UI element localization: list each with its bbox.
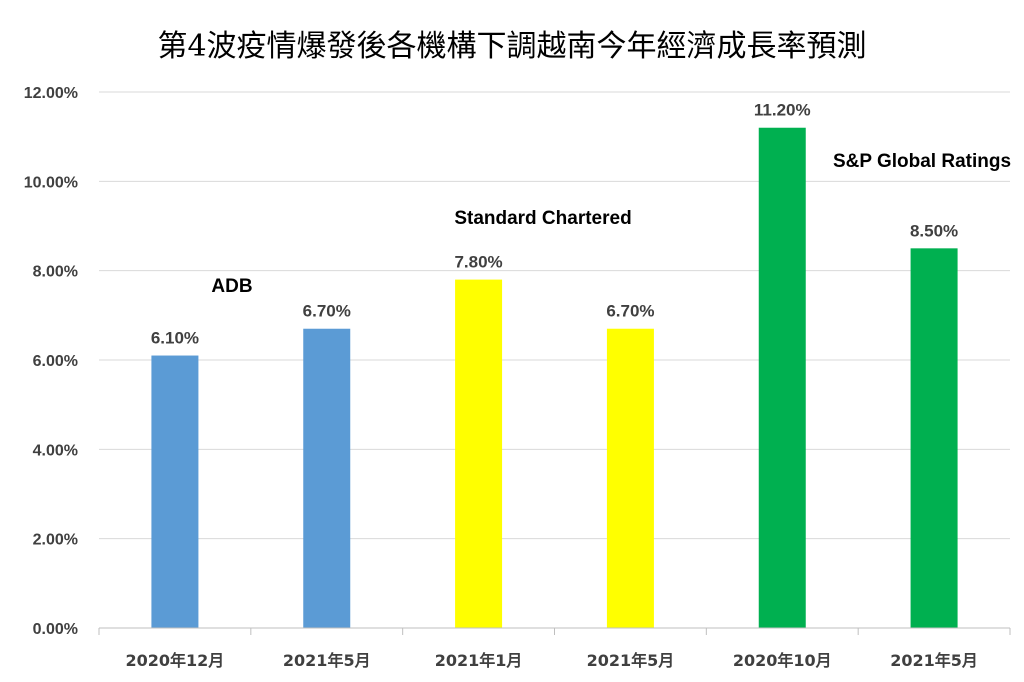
- data-labels: 6.10% 6.70% 7.80% 6.70% 11.20% 8.50%: [151, 101, 958, 348]
- x-tick-label: 2021年5月: [890, 651, 978, 670]
- group-annotation: Standard Chartered: [454, 208, 631, 229]
- x-axis: 2020年12月 2021年5月 2021年1月 2021年5月 2020年10月 202…: [98, 627, 1011, 670]
- data-label: 6.70%: [303, 302, 351, 321]
- y-tick-label: 0.00%: [33, 621, 78, 638]
- data-label: 7.80%: [454, 253, 502, 272]
- bar: [910, 248, 958, 629]
- data-label: 6.70%: [606, 302, 654, 321]
- y-tick-label: 8.00%: [33, 264, 78, 281]
- x-tick-label: 2021年5月: [283, 651, 371, 670]
- bar: [455, 279, 503, 628]
- x-tick-label: 2020年12月: [126, 651, 225, 670]
- group-annotation: S&P Global Ratings: [833, 151, 1011, 172]
- data-label: 11.20%: [754, 101, 811, 120]
- group-annotation: ADB: [211, 276, 252, 297]
- y-axis: 0.00% 2.00% 4.00% 6.00% 8.00% 10.00% 12.00%: [24, 85, 78, 638]
- x-tick-label: 2021年1月: [435, 651, 523, 670]
- y-tick-label: 6.00%: [33, 353, 78, 370]
- bar: [606, 328, 654, 628]
- y-tick-label: 12.00%: [24, 85, 78, 102]
- group-annotations: ADB Standard Chartered S&P Global Ratings: [211, 151, 1011, 297]
- chart-title: 第4波疫情爆發後各機構下調越南今年經濟成長率預測: [157, 29, 866, 64]
- bar: [758, 127, 806, 628]
- y-tick-label: 10.00%: [24, 174, 78, 191]
- x-tick-label: 2021年5月: [587, 651, 675, 670]
- data-label: 6.10%: [151, 329, 199, 348]
- y-tick-label: 2.00%: [33, 532, 78, 549]
- bar: [151, 355, 199, 628]
- bars: [151, 127, 958, 629]
- bar: [303, 328, 351, 628]
- gridlines: [99, 91, 1010, 540]
- y-tick-label: 4.00%: [33, 442, 78, 459]
- data-label: 8.50%: [910, 221, 958, 240]
- x-tick-label: 2020年10月: [733, 651, 832, 670]
